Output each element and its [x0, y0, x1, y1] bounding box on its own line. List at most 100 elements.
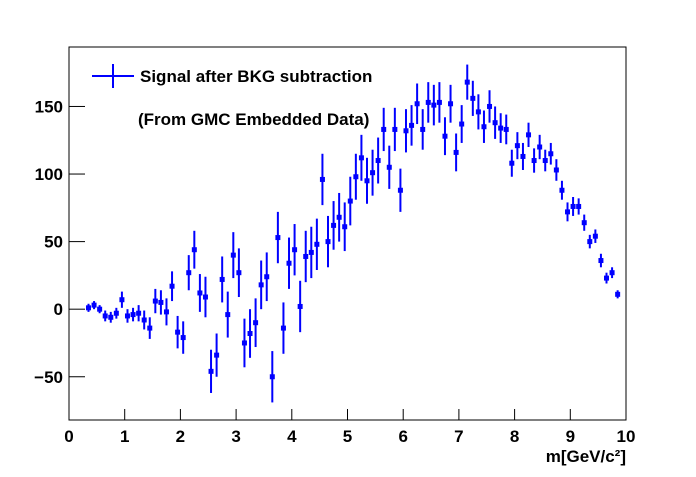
x-tick-label: 10: [617, 427, 636, 446]
data-point: [403, 128, 409, 134]
data-point: [230, 252, 236, 258]
data-point: [292, 247, 298, 253]
x-axis-label: m[GeV/c²]: [546, 447, 626, 466]
x-tick-label: 3: [231, 427, 240, 446]
data-point: [152, 298, 158, 304]
data-point: [409, 122, 415, 128]
data-point: [397, 187, 403, 193]
data-point: [392, 126, 398, 132]
data-point: [609, 270, 615, 276]
data-point: [236, 270, 242, 276]
data-point: [576, 203, 582, 209]
data-point: [487, 103, 493, 109]
data-point: [514, 143, 520, 149]
x-tick-label: 1: [120, 427, 129, 446]
x-tick-label: 5: [343, 427, 352, 446]
data-point: [180, 335, 186, 341]
data-point: [475, 109, 481, 115]
data-point: [280, 325, 286, 331]
data-point: [197, 290, 203, 296]
data-point: [141, 317, 147, 323]
data-point: [158, 299, 164, 305]
data-point: [319, 176, 325, 182]
data-point: [286, 260, 292, 266]
data-point: [169, 283, 175, 289]
data-point: [163, 309, 169, 315]
y-tick-label: 0: [54, 300, 63, 319]
x-tick-label: 7: [454, 427, 463, 446]
data-point: [542, 158, 548, 164]
x-tick-label: 6: [398, 427, 407, 446]
data-point: [186, 270, 192, 276]
data-point: [275, 235, 281, 241]
data-point: [425, 99, 431, 105]
data-point: [431, 102, 437, 108]
data-point: [124, 313, 130, 319]
y-tick-label: 150: [35, 97, 63, 116]
data-point: [119, 297, 125, 303]
data-point: [136, 310, 142, 316]
data-point: [303, 253, 309, 259]
data-point: [531, 158, 537, 164]
data-point: [553, 167, 559, 173]
data-point: [604, 275, 610, 281]
data-point: [225, 312, 231, 318]
data-point: [247, 331, 253, 337]
data-point: [102, 313, 108, 319]
data-point: [420, 126, 426, 132]
y-tick-label: 100: [35, 165, 63, 184]
data-point: [264, 274, 270, 280]
data-point: [548, 151, 554, 157]
data-point: [331, 222, 337, 228]
legend-label: Signal after BKG subtraction: [140, 67, 372, 86]
data-point: [587, 239, 593, 245]
data-point: [481, 124, 487, 130]
data-point: [464, 79, 470, 85]
data-point: [314, 241, 320, 247]
data-point: [581, 220, 587, 226]
data-point: [241, 340, 247, 346]
data-point: [147, 325, 153, 331]
y-tick-label: −50: [34, 368, 63, 387]
data-point: [375, 158, 381, 164]
x-tick-label: 8: [510, 427, 519, 446]
data-point: [214, 352, 220, 358]
annotation: (From GMC Embedded Data): [138, 110, 369, 129]
data-point: [381, 126, 387, 132]
data-point: [470, 95, 476, 101]
data-point: [342, 224, 348, 230]
x-tick-label: 2: [176, 427, 185, 446]
data-point: [308, 249, 314, 255]
data-point: [537, 144, 543, 150]
data-point: [570, 203, 576, 209]
data-point: [325, 239, 331, 245]
data-point: [91, 302, 97, 308]
data-point: [97, 306, 103, 312]
data-point: [297, 303, 303, 309]
data-point: [498, 125, 504, 131]
plot-frame: [68, 46, 627, 421]
data-point: [598, 258, 604, 264]
data-point: [559, 187, 565, 193]
data-point: [615, 291, 621, 297]
data-point: [258, 282, 264, 288]
data-point: [253, 320, 259, 326]
data-point: [520, 153, 526, 159]
data-point: [492, 120, 498, 126]
data-point: [364, 178, 370, 184]
data-point: [336, 214, 342, 220]
data-point: [414, 101, 420, 107]
data-point: [459, 121, 465, 127]
data-point: [358, 155, 364, 161]
x-tick-label: 9: [566, 427, 575, 446]
data-point: [526, 132, 532, 138]
data-point: [509, 160, 515, 166]
data-point: [353, 174, 359, 180]
data-point: [85, 305, 91, 311]
y-tick-label: 50: [44, 233, 63, 252]
data-point: [370, 170, 376, 176]
data-point: [269, 374, 275, 380]
data-point: [565, 209, 571, 215]
data-point: [592, 233, 598, 239]
